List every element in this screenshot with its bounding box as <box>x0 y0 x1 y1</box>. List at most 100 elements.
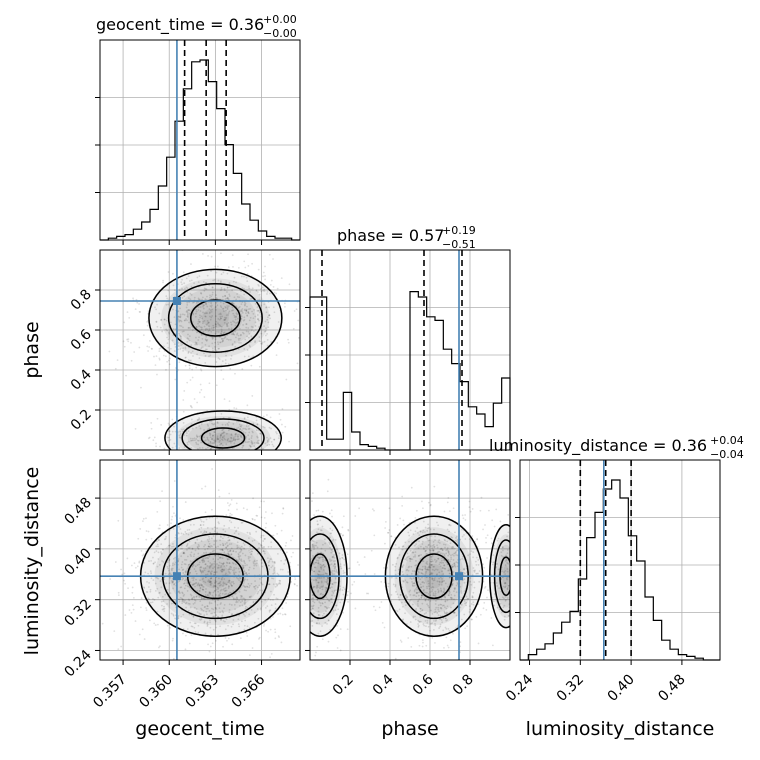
sample-point <box>224 530 227 533</box>
sample-point <box>222 431 225 434</box>
sample-point <box>412 551 415 554</box>
sample-point <box>276 598 279 600</box>
sample-point <box>198 545 200 548</box>
sample-point <box>250 553 253 555</box>
sample-point <box>218 313 221 316</box>
sample-point <box>378 606 381 609</box>
sample-point <box>223 289 226 292</box>
sample-point <box>462 571 465 574</box>
sample-point <box>313 601 316 604</box>
sample-point <box>244 602 247 604</box>
sample-point <box>211 527 214 530</box>
sample-point <box>214 554 216 557</box>
sample-point <box>186 544 189 546</box>
sample-point <box>196 343 198 346</box>
sample-point <box>191 454 193 456</box>
sample-point <box>216 444 219 447</box>
sample-point <box>333 556 336 559</box>
sample-point <box>419 578 422 581</box>
sample-point <box>316 523 319 526</box>
sample-point <box>231 309 233 312</box>
sample-point <box>196 439 199 442</box>
sample-point <box>451 597 453 599</box>
tick-label-y: 0.6 <box>68 326 95 353</box>
sample-point <box>208 567 211 569</box>
sample-point <box>227 593 230 595</box>
sample-point <box>219 439 221 442</box>
sample-point <box>163 610 166 613</box>
sample-point <box>330 559 333 562</box>
sample-point <box>440 590 443 593</box>
sample-point <box>437 606 440 609</box>
sample-point <box>125 374 127 377</box>
sample-point <box>131 591 134 594</box>
sample-point <box>433 558 436 561</box>
sample-point <box>343 564 346 566</box>
sample-point <box>333 563 336 566</box>
sample-point <box>232 309 235 312</box>
sample-point <box>512 556 514 558</box>
sample-point <box>307 593 309 595</box>
sample-point <box>173 480 176 482</box>
sample-point <box>402 573 405 576</box>
sample-point <box>224 359 227 361</box>
sample-point <box>294 546 296 548</box>
sample-point <box>248 654 251 657</box>
sample-point <box>210 612 212 615</box>
sample-point <box>421 576 423 579</box>
sample-point <box>250 550 253 553</box>
sample-point <box>430 555 432 558</box>
sample-point <box>321 602 324 604</box>
sample-point <box>220 556 222 559</box>
sample-point <box>236 435 239 438</box>
sample-point <box>231 454 233 456</box>
sample-point <box>306 642 308 644</box>
sample-point <box>241 308 244 310</box>
sample-point <box>214 336 217 339</box>
sample-point <box>450 596 452 599</box>
sample-point <box>161 490 163 493</box>
sample-point <box>228 293 231 296</box>
sample-point <box>240 424 243 427</box>
sample-point <box>454 552 457 555</box>
sample-point <box>192 615 195 618</box>
sample-point <box>235 312 238 315</box>
sample-point <box>263 552 266 555</box>
sample-point <box>166 329 169 332</box>
sample-point <box>184 602 187 605</box>
sample-point <box>122 340 125 343</box>
sample-point <box>254 325 257 327</box>
sample-point <box>413 584 416 587</box>
sample-point <box>180 555 183 558</box>
sample-point <box>521 559 523 561</box>
sample-point <box>339 585 341 588</box>
sample-point <box>446 563 449 566</box>
sample-point <box>220 577 223 580</box>
sample-point <box>341 557 344 560</box>
sample-point <box>215 540 218 542</box>
sample-point <box>446 585 449 588</box>
sample-point <box>174 378 177 381</box>
sample-point <box>504 585 507 588</box>
sample-point <box>483 566 486 569</box>
sample-point <box>215 323 217 326</box>
sample-point <box>174 556 177 559</box>
sample-point <box>191 577 194 579</box>
sample-point <box>206 348 208 351</box>
sample-point <box>406 556 409 559</box>
sample-point <box>205 302 208 304</box>
sample-point <box>463 613 466 616</box>
sample-point <box>173 582 176 585</box>
sample-point <box>417 605 419 607</box>
sample-point <box>401 619 404 621</box>
sample-point <box>515 596 517 598</box>
sample-point <box>226 306 229 309</box>
sample-point <box>190 423 193 426</box>
sample-point <box>306 580 308 582</box>
sample-point <box>504 564 507 566</box>
sample-point <box>247 557 250 560</box>
sample-point <box>402 580 404 582</box>
sample-point <box>209 546 212 549</box>
sample-point <box>166 342 169 344</box>
sample-point <box>311 569 313 572</box>
